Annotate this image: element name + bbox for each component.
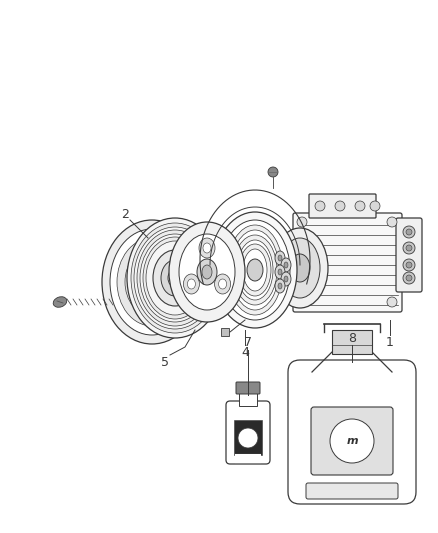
Circle shape xyxy=(403,242,415,254)
Ellipse shape xyxy=(278,283,282,289)
Ellipse shape xyxy=(290,254,310,282)
FancyBboxPatch shape xyxy=(226,401,270,464)
Circle shape xyxy=(403,272,415,284)
Ellipse shape xyxy=(197,259,217,285)
Ellipse shape xyxy=(275,265,285,279)
Ellipse shape xyxy=(284,262,288,268)
Ellipse shape xyxy=(280,238,320,298)
Ellipse shape xyxy=(137,230,213,326)
Ellipse shape xyxy=(143,237,207,319)
Ellipse shape xyxy=(140,267,164,297)
FancyBboxPatch shape xyxy=(293,213,402,312)
Ellipse shape xyxy=(281,258,291,272)
Circle shape xyxy=(315,201,325,211)
Ellipse shape xyxy=(231,230,279,310)
Circle shape xyxy=(403,259,415,271)
Ellipse shape xyxy=(132,257,172,307)
Ellipse shape xyxy=(233,235,277,305)
Ellipse shape xyxy=(168,269,182,287)
Ellipse shape xyxy=(203,243,211,253)
Circle shape xyxy=(387,297,397,307)
Ellipse shape xyxy=(284,276,288,282)
Circle shape xyxy=(406,229,412,235)
Ellipse shape xyxy=(110,229,194,335)
FancyBboxPatch shape xyxy=(236,382,260,394)
Circle shape xyxy=(297,297,307,307)
Ellipse shape xyxy=(272,228,328,308)
Text: m: m xyxy=(346,436,358,446)
Bar xyxy=(239,391,257,406)
Circle shape xyxy=(403,226,415,238)
Ellipse shape xyxy=(131,223,219,333)
Ellipse shape xyxy=(153,250,197,306)
Circle shape xyxy=(330,419,374,463)
Ellipse shape xyxy=(134,227,216,329)
Ellipse shape xyxy=(199,238,215,258)
FancyBboxPatch shape xyxy=(306,483,398,499)
Ellipse shape xyxy=(187,279,195,289)
Ellipse shape xyxy=(127,218,223,338)
Text: 7: 7 xyxy=(244,336,252,350)
Ellipse shape xyxy=(243,249,267,291)
FancyBboxPatch shape xyxy=(288,360,416,504)
Circle shape xyxy=(268,167,278,177)
Circle shape xyxy=(387,217,397,227)
Ellipse shape xyxy=(275,251,285,265)
Ellipse shape xyxy=(281,272,291,286)
Circle shape xyxy=(406,245,412,251)
Ellipse shape xyxy=(275,279,285,293)
Ellipse shape xyxy=(278,269,282,275)
Ellipse shape xyxy=(184,274,199,294)
Ellipse shape xyxy=(215,274,230,294)
Circle shape xyxy=(355,201,365,211)
Ellipse shape xyxy=(140,234,210,322)
Ellipse shape xyxy=(220,220,290,320)
Bar xyxy=(332,330,372,354)
Ellipse shape xyxy=(179,234,235,310)
Text: 5: 5 xyxy=(161,356,169,368)
FancyBboxPatch shape xyxy=(396,218,422,292)
Ellipse shape xyxy=(161,260,189,296)
Bar xyxy=(221,328,229,336)
FancyBboxPatch shape xyxy=(311,407,393,475)
Circle shape xyxy=(370,201,380,211)
Ellipse shape xyxy=(125,248,179,316)
Ellipse shape xyxy=(202,265,212,279)
Ellipse shape xyxy=(278,255,282,261)
Circle shape xyxy=(406,275,412,281)
Circle shape xyxy=(406,262,412,268)
Ellipse shape xyxy=(102,220,202,344)
Text: 8: 8 xyxy=(348,332,356,344)
Text: 4: 4 xyxy=(241,345,249,359)
Circle shape xyxy=(335,201,345,211)
Ellipse shape xyxy=(239,244,271,296)
Ellipse shape xyxy=(53,297,67,307)
Ellipse shape xyxy=(213,212,297,328)
Ellipse shape xyxy=(227,225,283,315)
Circle shape xyxy=(238,428,258,448)
Ellipse shape xyxy=(237,240,273,300)
Text: 1: 1 xyxy=(386,335,394,349)
Text: 2: 2 xyxy=(121,208,129,222)
Bar xyxy=(234,420,262,455)
Ellipse shape xyxy=(169,222,245,322)
Ellipse shape xyxy=(219,279,226,289)
Ellipse shape xyxy=(117,238,187,326)
Ellipse shape xyxy=(247,259,263,281)
Circle shape xyxy=(297,217,307,227)
FancyBboxPatch shape xyxy=(309,194,376,218)
Ellipse shape xyxy=(146,241,204,315)
